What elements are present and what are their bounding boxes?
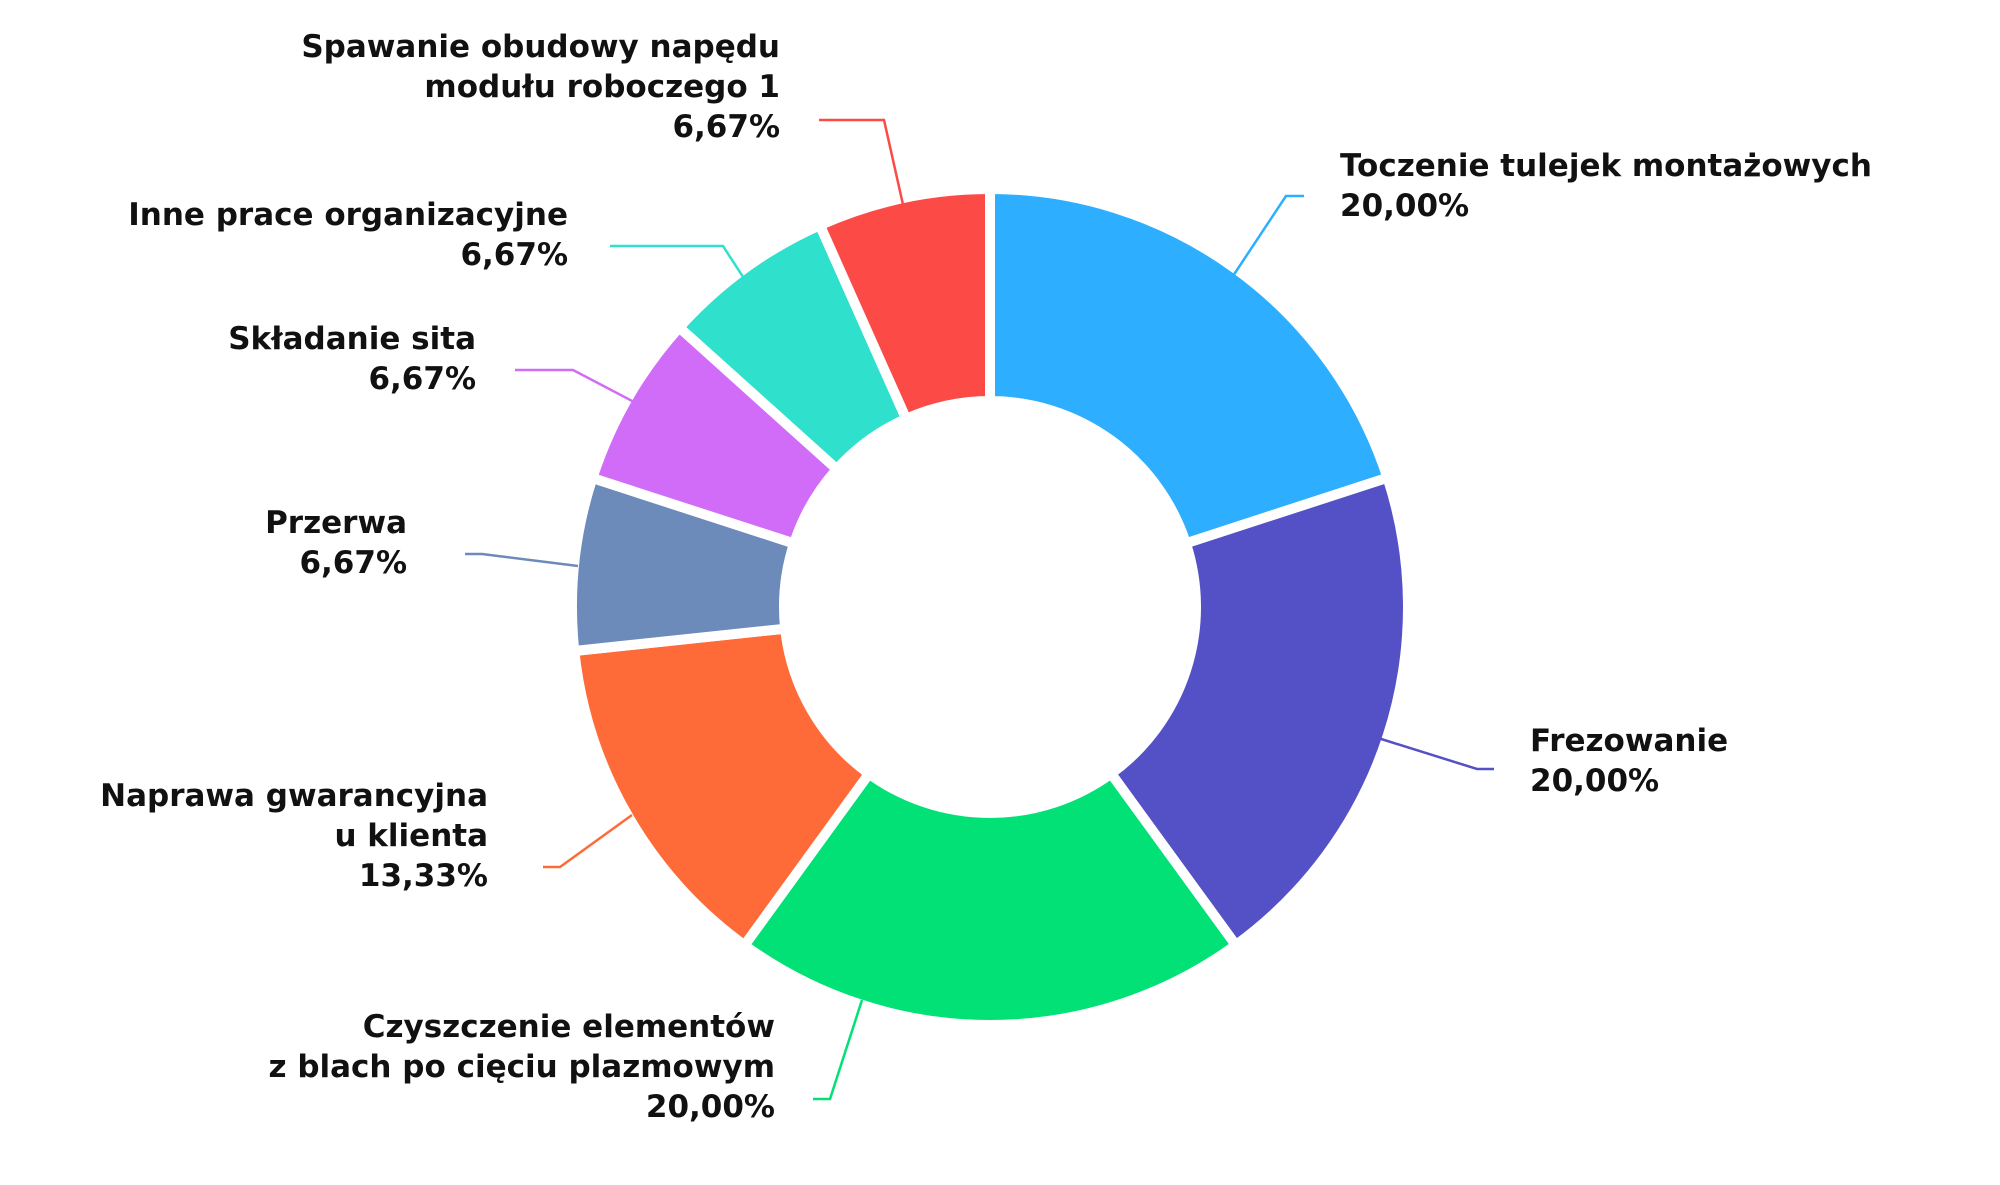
slice-label-1-line-0: Frezowanie (1530, 723, 1728, 759)
slice-label-0-line-0: Toczenie tulejek montażowych (1340, 148, 1872, 184)
slice-value-7: 6,67% (672, 109, 780, 145)
leader-line-2 (813, 999, 864, 1101)
slice-label-3-line-1: u klienta (334, 818, 488, 854)
slice-value-3: 13,33% (359, 858, 488, 894)
slice-label-7-line-0: Spawanie obudowy napędu (301, 29, 780, 65)
slice-0 (985, 184, 1393, 549)
slice-1 (1106, 472, 1413, 951)
leader-line-4 (465, 552, 579, 568)
slice-label-7-line-1: modułu roboczego 1 (424, 69, 780, 105)
leader-line-6 (610, 244, 747, 281)
leader-line-3 (543, 813, 633, 869)
slice-label-2-line-0: Czyszczenie elementów (363, 1009, 775, 1045)
slice-7 (814, 184, 995, 424)
slice-label-3-line-0: Naprawa gwarancyjna (100, 778, 488, 814)
slice-3 (569, 623, 874, 951)
slice-value-1: 20,00% (1530, 763, 1659, 799)
leader-line-1 (1377, 736, 1494, 771)
slice-label-5-line-0: Składanie sita (228, 321, 476, 357)
slice-label-2-line-1: z blach po cięciu plazmowym (268, 1049, 775, 1085)
slice-label-6-line-0: Inne prace organizacyjne (128, 197, 568, 233)
slice-2 (739, 768, 1241, 1030)
leader-line-5 (515, 368, 637, 405)
slice-value-4: 6,67% (299, 545, 407, 581)
slice-value-5: 6,67% (368, 361, 476, 397)
slice-label-4-line-0: Przerwa (265, 505, 407, 541)
slice-value-0: 20,00% (1340, 188, 1469, 224)
leader-lines (465, 118, 1494, 1101)
slice-value-6: 6,67% (460, 237, 568, 273)
slice-value-2: 20,00% (646, 1089, 775, 1125)
leader-line-0 (1229, 194, 1304, 280)
donut-slices (567, 184, 1413, 1030)
slice-labels: Toczenie tulejek montażowych 20,00% Frezow… (100, 29, 1872, 1125)
leader-line-7 (819, 118, 906, 210)
